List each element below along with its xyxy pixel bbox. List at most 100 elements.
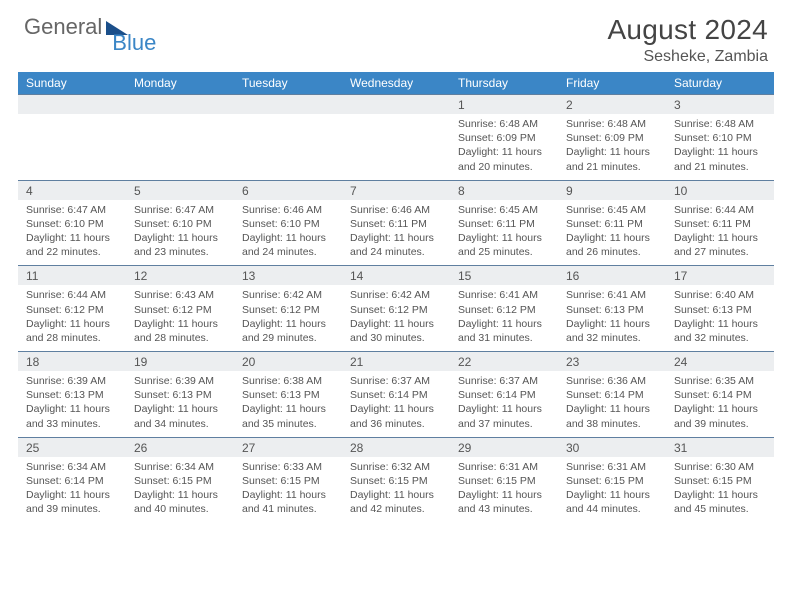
day-detail-cell: Sunrise: 6:48 AMSunset: 6:10 PMDaylight:… (666, 114, 774, 180)
daylight-text: Daylight: 11 hours and 38 minutes. (566, 402, 658, 430)
day-detail-cell: Sunrise: 6:34 AMSunset: 6:14 PMDaylight:… (18, 457, 126, 523)
day-number-cell: 23 (558, 352, 666, 372)
daylight-text: Daylight: 11 hours and 26 minutes. (566, 231, 658, 259)
sunrise-text: Sunrise: 6:36 AM (566, 374, 658, 388)
day-detail-cell: Sunrise: 6:36 AMSunset: 6:14 PMDaylight:… (558, 371, 666, 437)
day-detail-cell: Sunrise: 6:31 AMSunset: 6:15 PMDaylight:… (450, 457, 558, 523)
day-number-cell: 15 (450, 266, 558, 286)
day-detail-cell: Sunrise: 6:31 AMSunset: 6:15 PMDaylight:… (558, 457, 666, 523)
day-number-cell: 7 (342, 180, 450, 200)
calendar-table: SundayMondayTuesdayWednesdayThursdayFrid… (18, 72, 774, 522)
day-number-cell: 25 (18, 437, 126, 457)
day-number-cell: 28 (342, 437, 450, 457)
calendar-day-header: SundayMondayTuesdayWednesdayThursdayFrid… (18, 72, 774, 95)
sunrise-text: Sunrise: 6:34 AM (26, 460, 118, 474)
sunset-text: Sunset: 6:14 PM (458, 388, 550, 402)
daylight-text: Daylight: 11 hours and 31 minutes. (458, 317, 550, 345)
day-number-cell: 12 (126, 266, 234, 286)
day-detail-cell: Sunrise: 6:37 AMSunset: 6:14 PMDaylight:… (450, 371, 558, 437)
sunrise-text: Sunrise: 6:43 AM (134, 288, 226, 302)
sunrise-text: Sunrise: 6:48 AM (566, 117, 658, 131)
sunset-text: Sunset: 6:14 PM (674, 388, 766, 402)
day-number-cell (342, 95, 450, 115)
day-number-cell: 27 (234, 437, 342, 457)
daylight-text: Daylight: 11 hours and 45 minutes. (674, 488, 766, 516)
sunrise-text: Sunrise: 6:44 AM (26, 288, 118, 302)
day-detail-cell: Sunrise: 6:46 AMSunset: 6:10 PMDaylight:… (234, 200, 342, 266)
sunrise-text: Sunrise: 6:46 AM (242, 203, 334, 217)
sunrise-text: Sunrise: 6:42 AM (350, 288, 442, 302)
daylight-text: Daylight: 11 hours and 27 minutes. (674, 231, 766, 259)
sunset-text: Sunset: 6:13 PM (566, 303, 658, 317)
sunrise-text: Sunrise: 6:48 AM (458, 117, 550, 131)
sunrise-text: Sunrise: 6:31 AM (566, 460, 658, 474)
day-detail-cell: Sunrise: 6:39 AMSunset: 6:13 PMDaylight:… (18, 371, 126, 437)
day-detail-cell: Sunrise: 6:48 AMSunset: 6:09 PMDaylight:… (450, 114, 558, 180)
daylight-text: Daylight: 11 hours and 21 minutes. (674, 145, 766, 173)
daylight-text: Daylight: 11 hours and 24 minutes. (350, 231, 442, 259)
day-number-cell: 29 (450, 437, 558, 457)
day-number-cell: 20 (234, 352, 342, 372)
sunset-text: Sunset: 6:11 PM (674, 217, 766, 231)
sunset-text: Sunset: 6:09 PM (566, 131, 658, 145)
daylight-text: Daylight: 11 hours and 34 minutes. (134, 402, 226, 430)
day-detail-cell: Sunrise: 6:47 AMSunset: 6:10 PMDaylight:… (126, 200, 234, 266)
day-detail-cell: Sunrise: 6:44 AMSunset: 6:11 PMDaylight:… (666, 200, 774, 266)
week-content-row: Sunrise: 6:48 AMSunset: 6:09 PMDaylight:… (18, 114, 774, 180)
daylight-text: Daylight: 11 hours and 40 minutes. (134, 488, 226, 516)
sunrise-text: Sunrise: 6:44 AM (674, 203, 766, 217)
day-number-cell: 5 (126, 180, 234, 200)
daylight-text: Daylight: 11 hours and 24 minutes. (242, 231, 334, 259)
daylight-text: Daylight: 11 hours and 41 minutes. (242, 488, 334, 516)
sunset-text: Sunset: 6:12 PM (350, 303, 442, 317)
daylight-text: Daylight: 11 hours and 36 minutes. (350, 402, 442, 430)
day-detail-cell: Sunrise: 6:47 AMSunset: 6:10 PMDaylight:… (18, 200, 126, 266)
sunrise-text: Sunrise: 6:41 AM (458, 288, 550, 302)
sunset-text: Sunset: 6:15 PM (242, 474, 334, 488)
sunrise-text: Sunrise: 6:37 AM (350, 374, 442, 388)
daylight-text: Daylight: 11 hours and 39 minutes. (26, 488, 118, 516)
sunset-text: Sunset: 6:13 PM (26, 388, 118, 402)
sunset-text: Sunset: 6:10 PM (674, 131, 766, 145)
sunrise-text: Sunrise: 6:45 AM (458, 203, 550, 217)
daylight-text: Daylight: 11 hours and 23 minutes. (134, 231, 226, 259)
day-column-header: Saturday (666, 72, 774, 95)
day-detail-cell: Sunrise: 6:44 AMSunset: 6:12 PMDaylight:… (18, 285, 126, 351)
calendar: SundayMondayTuesdayWednesdayThursdayFrid… (0, 72, 792, 522)
day-number-cell: 8 (450, 180, 558, 200)
day-detail-cell (18, 114, 126, 180)
week-date-row: 18192021222324 (18, 352, 774, 372)
brand-logo: General Blue (24, 14, 156, 40)
day-column-header: Sunday (18, 72, 126, 95)
day-detail-cell (342, 114, 450, 180)
daylight-text: Daylight: 11 hours and 39 minutes. (674, 402, 766, 430)
day-number-cell: 14 (342, 266, 450, 286)
sunrise-text: Sunrise: 6:39 AM (134, 374, 226, 388)
sunrise-text: Sunrise: 6:30 AM (674, 460, 766, 474)
day-number-cell (126, 95, 234, 115)
sunset-text: Sunset: 6:13 PM (134, 388, 226, 402)
sunrise-text: Sunrise: 6:46 AM (350, 203, 442, 217)
sunset-text: Sunset: 6:09 PM (458, 131, 550, 145)
day-number-cell (234, 95, 342, 115)
page-subtitle-location: Sesheke, Zambia (607, 48, 768, 66)
daylight-text: Daylight: 11 hours and 30 minutes. (350, 317, 442, 345)
day-column-header: Wednesday (342, 72, 450, 95)
day-number-cell: 11 (18, 266, 126, 286)
day-number-cell: 18 (18, 352, 126, 372)
brand-word-2: Blue (112, 30, 156, 56)
sunrise-text: Sunrise: 6:34 AM (134, 460, 226, 474)
day-number-cell: 4 (18, 180, 126, 200)
day-number-cell: 30 (558, 437, 666, 457)
day-detail-cell: Sunrise: 6:41 AMSunset: 6:13 PMDaylight:… (558, 285, 666, 351)
day-detail-cell: Sunrise: 6:33 AMSunset: 6:15 PMDaylight:… (234, 457, 342, 523)
daylight-text: Daylight: 11 hours and 28 minutes. (134, 317, 226, 345)
sunrise-text: Sunrise: 6:37 AM (458, 374, 550, 388)
sunset-text: Sunset: 6:13 PM (242, 388, 334, 402)
day-column-header: Thursday (450, 72, 558, 95)
sunrise-text: Sunrise: 6:38 AM (242, 374, 334, 388)
day-detail-cell: Sunrise: 6:39 AMSunset: 6:13 PMDaylight:… (126, 371, 234, 437)
day-number-cell (18, 95, 126, 115)
day-number-cell: 26 (126, 437, 234, 457)
daylight-text: Daylight: 11 hours and 35 minutes. (242, 402, 334, 430)
